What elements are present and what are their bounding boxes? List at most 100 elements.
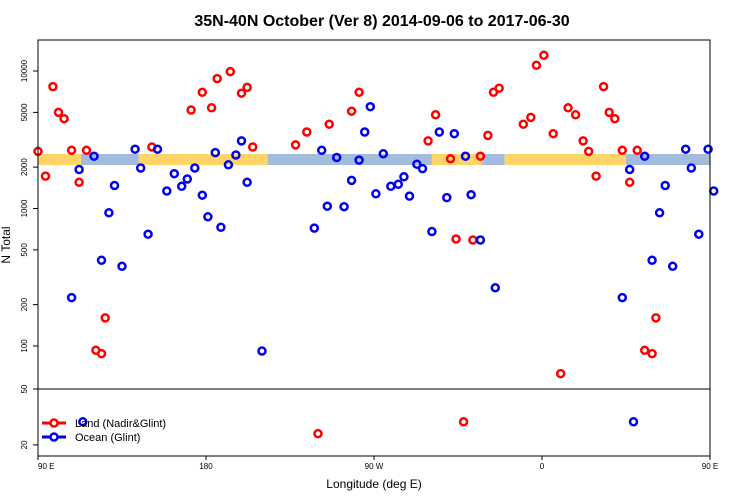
x-tick-label: 0 bbox=[540, 462, 545, 471]
ocean-point bbox=[703, 144, 713, 154]
y-tick-label: 500 bbox=[20, 243, 29, 257]
land-point bbox=[186, 105, 196, 115]
ocean-point bbox=[216, 222, 226, 233]
land-point bbox=[494, 83, 504, 93]
band-segment-ocean bbox=[80, 154, 139, 165]
ocean-point bbox=[686, 163, 697, 173]
land-point bbox=[197, 87, 208, 98]
ocean-point bbox=[460, 151, 471, 161]
ocean-point bbox=[309, 223, 320, 233]
land-point bbox=[313, 428, 323, 439]
y-tick-label: 1000 bbox=[20, 199, 29, 217]
ocean-point bbox=[236, 136, 247, 146]
land-point bbox=[483, 130, 493, 141]
ocean-point bbox=[223, 160, 234, 170]
ocean-point bbox=[647, 255, 657, 266]
ocean-point bbox=[667, 261, 678, 272]
ocean-point bbox=[322, 201, 333, 211]
band-segment-land bbox=[38, 154, 81, 165]
ocean-point bbox=[96, 255, 107, 266]
ocean-point bbox=[130, 144, 140, 154]
land-point bbox=[59, 113, 69, 124]
land-point bbox=[225, 66, 236, 77]
ocean-point bbox=[371, 189, 381, 199]
ocean-point bbox=[203, 212, 213, 222]
ocean-point bbox=[399, 172, 409, 182]
land-point bbox=[346, 106, 357, 116]
land-point bbox=[236, 88, 247, 98]
land-point bbox=[591, 171, 601, 181]
ocean-point bbox=[354, 155, 364, 165]
ocean-point bbox=[365, 101, 376, 112]
ocean-point bbox=[104, 208, 114, 218]
legend: Land (Nadir&Glint) Ocean (Glint) bbox=[42, 418, 166, 444]
land-point bbox=[354, 87, 364, 98]
y-tick-label: 2000 bbox=[20, 158, 29, 176]
land-point bbox=[632, 145, 642, 156]
ocean-point bbox=[628, 417, 639, 427]
land-point bbox=[531, 60, 542, 71]
ocean-point bbox=[109, 180, 120, 191]
legend-ocean-label: Ocean (Glint) bbox=[75, 432, 140, 444]
land-point bbox=[48, 81, 58, 92]
y-tick-label: 10000 bbox=[20, 59, 29, 82]
land-point bbox=[526, 112, 536, 123]
land-point bbox=[430, 110, 441, 120]
land-point bbox=[610, 113, 620, 124]
land-point bbox=[639, 345, 650, 356]
land-point bbox=[302, 127, 312, 137]
band-segment-land bbox=[138, 154, 268, 165]
ocean-point bbox=[152, 144, 163, 154]
band-segment-ocean bbox=[267, 154, 432, 165]
land-point bbox=[548, 128, 558, 139]
ocean-point bbox=[182, 174, 193, 184]
ocean-point bbox=[242, 177, 252, 188]
y-axis: 100 200 500 1000 2000 5000 10000 20 50 bbox=[20, 59, 38, 449]
land-point bbox=[74, 177, 84, 188]
band-segment-land bbox=[431, 154, 483, 165]
x-tick-label: 90 W bbox=[365, 462, 384, 471]
band-segment-land bbox=[504, 154, 626, 165]
land-point bbox=[563, 103, 573, 113]
ocean-point bbox=[680, 144, 691, 154]
land-point bbox=[53, 107, 64, 118]
ocean-point bbox=[624, 164, 635, 175]
ocean-point bbox=[197, 190, 208, 200]
land-point bbox=[475, 151, 486, 161]
land-ocean-band bbox=[38, 154, 710, 165]
legend-ocean-marker bbox=[49, 432, 59, 442]
x-tick-label: 180 bbox=[199, 462, 213, 471]
land-point bbox=[578, 136, 588, 146]
ocean-point bbox=[490, 283, 501, 293]
ocean-point bbox=[339, 201, 349, 212]
ocean-point bbox=[257, 346, 267, 356]
ocean-point bbox=[475, 235, 486, 245]
band-segment-ocean bbox=[626, 154, 710, 165]
ocean-point bbox=[143, 229, 153, 239]
ocean-point bbox=[135, 163, 146, 173]
land-point bbox=[468, 235, 478, 245]
ocean-point bbox=[417, 163, 428, 174]
land-point bbox=[555, 368, 566, 379]
land-point bbox=[617, 145, 628, 156]
y-tick-label: 50 bbox=[20, 384, 29, 393]
land-point bbox=[647, 348, 657, 359]
legend-land-label: Land (Nadir&Glint) bbox=[75, 418, 166, 430]
y-tick-label: 5000 bbox=[20, 103, 29, 121]
ocean-point bbox=[78, 417, 88, 427]
ocean-point bbox=[412, 159, 422, 169]
ocean-point bbox=[378, 149, 389, 159]
ocean-point bbox=[169, 168, 180, 179]
land-point bbox=[624, 177, 635, 188]
land-point bbox=[451, 234, 461, 244]
land-point bbox=[81, 145, 92, 156]
land-point bbox=[247, 142, 258, 152]
y-tick-label: 100 bbox=[20, 339, 29, 353]
land-point bbox=[458, 417, 469, 427]
x-axis-label: Longitude (deg E) bbox=[326, 477, 421, 491]
ocean-point bbox=[449, 128, 460, 139]
ocean-point bbox=[331, 152, 342, 163]
ocean-point bbox=[466, 189, 476, 200]
